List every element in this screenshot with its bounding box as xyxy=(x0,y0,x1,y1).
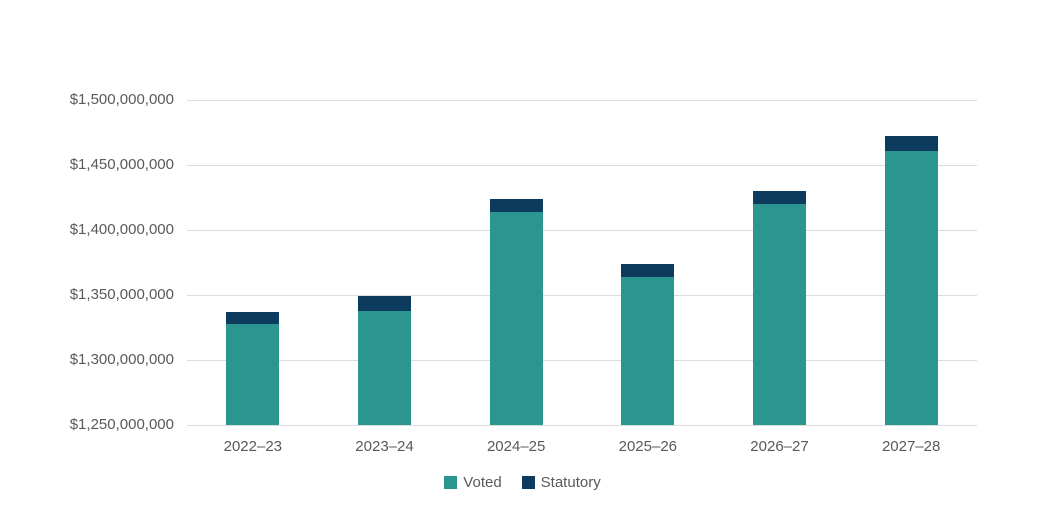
y-axis-tick-label: $1,250,000,000 xyxy=(69,416,174,433)
gridline xyxy=(187,294,977,296)
legend-item-voted: Voted xyxy=(444,474,502,491)
x-axis-label: 2027–28 xyxy=(881,438,941,455)
y-axis-tick-label: $1,400,000,000 xyxy=(69,221,174,238)
bar-segment-statutory xyxy=(489,198,543,212)
gridline xyxy=(187,229,977,231)
x-axis-label: 2024–25 xyxy=(486,438,546,455)
x-axis-label: 2023–24 xyxy=(355,438,414,455)
legend-label: Voted xyxy=(463,474,502,491)
bar-segment-voted xyxy=(753,204,806,425)
bar-segment-statutory xyxy=(226,311,280,324)
y-axis-tick-label: $1,500,000,000 xyxy=(69,91,174,108)
gridline xyxy=(187,359,977,361)
bar-segment-voted xyxy=(884,150,938,425)
y-axis-tick-label: $1,300,000,000 xyxy=(69,351,174,368)
bar-segment-statutory xyxy=(621,263,675,277)
x-axis-label: 2025–26 xyxy=(618,438,678,455)
bar-segment-voted xyxy=(621,276,675,425)
bar-segment-statutory xyxy=(884,136,938,151)
legend-swatch-statutory xyxy=(521,476,535,489)
gridline xyxy=(187,424,977,426)
y-axis-tick-label: $1,350,000,000 xyxy=(69,286,174,303)
x-axis-label: 2022–23 xyxy=(223,438,283,455)
bar-segment-voted xyxy=(358,310,411,425)
bar-segment-voted xyxy=(489,211,543,425)
legend-label: Statutory xyxy=(540,474,601,491)
gridline xyxy=(187,164,977,166)
gridline xyxy=(187,99,977,101)
legend-item-statutory: Statutory xyxy=(521,474,601,491)
x-axis-label: 2026–27 xyxy=(750,438,809,455)
bar-segment-statutory xyxy=(358,296,411,311)
chart-legend: Voted Statutory xyxy=(0,474,1045,491)
bar-segment-statutory xyxy=(753,191,806,204)
bar-segment-voted xyxy=(226,323,280,425)
legend-swatch-voted xyxy=(444,476,458,489)
y-axis-tick-label: $1,450,000,000 xyxy=(69,156,174,173)
